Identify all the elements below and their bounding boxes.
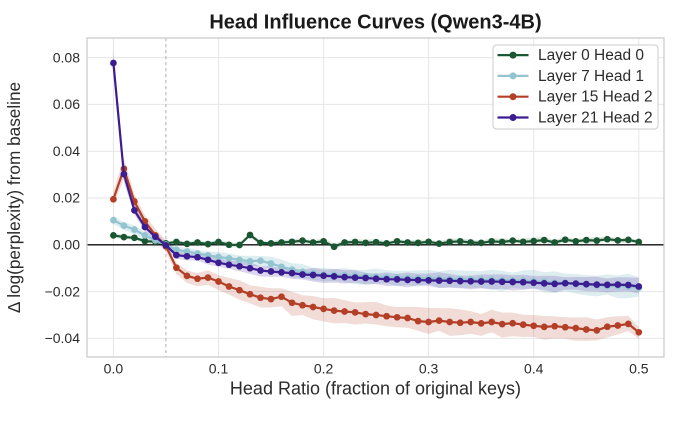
svg-text:0.06: 0.06 <box>53 96 80 112</box>
svg-text:Layer 0 Head 0: Layer 0 Head 0 <box>538 47 644 64</box>
svg-text:0.4: 0.4 <box>524 361 544 377</box>
svg-text:Layer 7 Head 1: Layer 7 Head 1 <box>538 68 644 85</box>
svg-text:0.00: 0.00 <box>53 237 80 253</box>
svg-text:0.2: 0.2 <box>314 361 334 377</box>
svg-text:0.1: 0.1 <box>209 361 229 377</box>
svg-text:Δ log(perplexity) from baselin: Δ log(perplexity) from baseline <box>4 82 24 313</box>
svg-text:0.5: 0.5 <box>629 361 649 377</box>
svg-text:0.0: 0.0 <box>104 361 124 377</box>
svg-text:Layer 21 Head 2: Layer 21 Head 2 <box>538 110 653 127</box>
svg-text:−0.04: −0.04 <box>45 330 81 346</box>
svg-text:0.08: 0.08 <box>53 49 80 65</box>
svg-text:0.3: 0.3 <box>419 361 439 377</box>
svg-text:Head Ratio (fraction of origin: Head Ratio (fraction of original keys) <box>230 379 521 399</box>
svg-text:0.02: 0.02 <box>53 190 80 206</box>
svg-text:0.04: 0.04 <box>53 143 80 159</box>
svg-text:Layer 15 Head 2: Layer 15 Head 2 <box>538 89 653 106</box>
svg-text:Head Influence Curves (Qwen3-4: Head Influence Curves (Qwen3-4B) <box>209 12 541 34</box>
svg-text:−0.02: −0.02 <box>45 283 81 299</box>
